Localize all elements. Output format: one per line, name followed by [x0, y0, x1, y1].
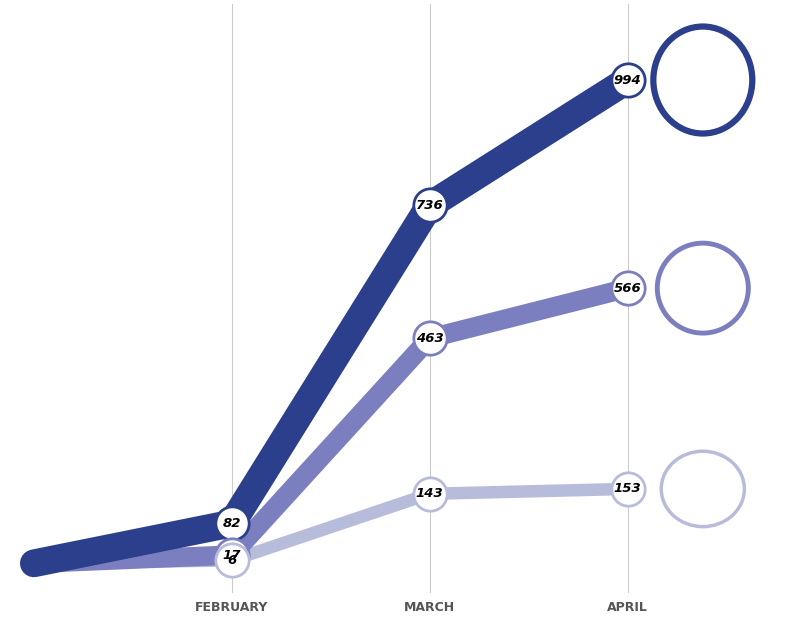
- Text: 143: 143: [416, 488, 443, 501]
- Text: 994: 994: [614, 74, 642, 87]
- Text: 736: 736: [416, 199, 443, 212]
- Text: 463: 463: [416, 332, 443, 345]
- Text: 6: 6: [227, 554, 236, 567]
- Text: 82: 82: [222, 517, 241, 530]
- Text: 153: 153: [614, 483, 642, 496]
- Text: 566: 566: [614, 282, 642, 295]
- Text: 17: 17: [222, 549, 241, 562]
